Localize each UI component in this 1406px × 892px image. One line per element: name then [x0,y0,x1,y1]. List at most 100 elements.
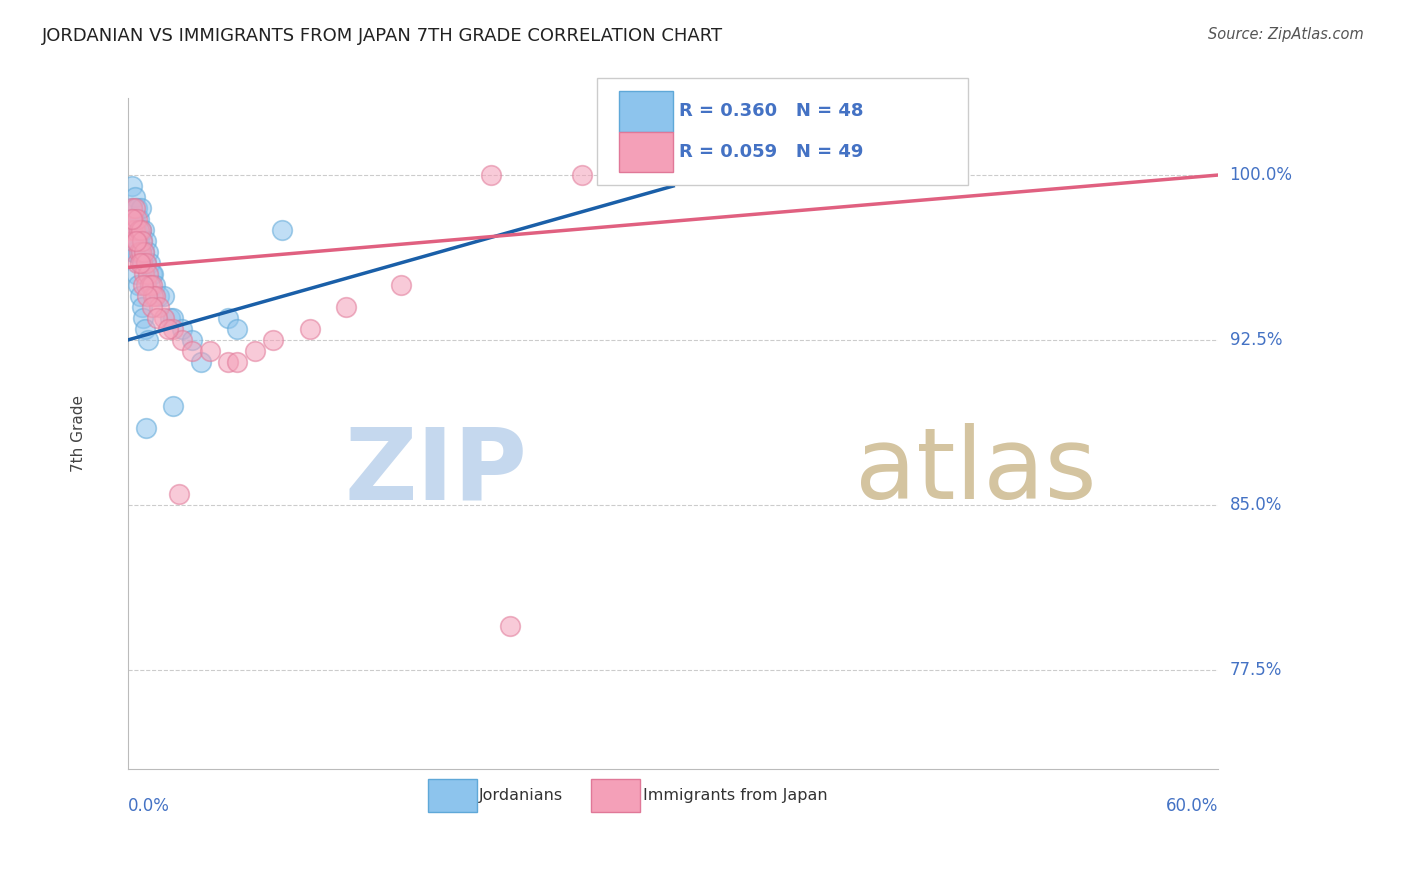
Point [120,212,142,227]
Point [138,256,160,270]
Point [128,289,150,303]
Point [167,487,190,501]
Point [262,333,284,347]
Point [135,234,157,248]
Point [135,277,157,292]
Point [136,289,159,303]
Point [481,168,503,182]
Point [143,277,166,292]
FancyBboxPatch shape [619,132,673,172]
Point [172,333,194,347]
Point [298,322,321,336]
Point [141,267,163,281]
Text: 92.5%: 92.5% [1230,331,1282,349]
Point [162,399,184,413]
Point [162,322,184,336]
Point [131,234,153,248]
Point [198,343,221,358]
Point [142,267,165,281]
Point [121,201,143,215]
Point [571,168,593,182]
Point [125,256,148,270]
Point [148,289,170,303]
Point [389,277,412,292]
Point [134,267,156,281]
Point [125,244,148,259]
Text: Source: ZipAtlas.com: Source: ZipAtlas.com [1208,27,1364,42]
Point [131,256,153,270]
Point [136,267,159,281]
Point [125,267,148,281]
Text: 77.5%: 77.5% [1230,661,1282,679]
Point [128,256,150,270]
Point [128,244,150,259]
Point [121,212,143,227]
Point [122,244,145,259]
Point [125,234,148,248]
Point [135,256,157,270]
Point [129,223,152,237]
Point [136,333,159,347]
Point [180,343,202,358]
Point [156,322,179,336]
Point [124,212,146,227]
Point [128,212,150,227]
Point [662,168,685,182]
Text: 100.0%: 100.0% [1230,166,1292,184]
FancyBboxPatch shape [427,779,477,813]
Point [129,223,152,237]
Point [129,244,152,259]
Point [121,223,143,237]
Point [122,234,145,248]
Text: Jordanians: Jordanians [479,789,564,803]
Point [134,322,156,336]
Point [121,179,143,194]
Point [122,223,145,237]
Text: ZIP: ZIP [344,424,527,520]
Point [134,244,156,259]
Point [226,355,249,369]
Point [118,223,141,237]
Point [138,277,160,292]
Text: 85.0%: 85.0% [1230,496,1282,514]
Point [217,310,239,325]
Point [148,300,170,314]
Point [128,234,150,248]
Text: Immigrants from Japan: Immigrants from Japan [643,789,827,803]
Point [136,244,159,259]
Point [172,322,194,336]
Point [226,322,249,336]
Point [162,310,184,325]
Text: 7th Grade: 7th Grade [72,395,86,472]
FancyBboxPatch shape [598,78,967,186]
Point [125,212,148,227]
Point [122,212,145,227]
Point [142,289,165,303]
Point [125,223,148,237]
Point [121,234,143,248]
Point [118,212,141,227]
Point [124,234,146,248]
FancyBboxPatch shape [592,779,641,813]
Point [180,333,202,347]
Point [124,190,146,204]
Point [159,310,181,325]
Point [124,223,146,237]
Point [335,300,357,314]
Point [125,234,148,248]
Point [498,619,520,633]
Point [135,421,157,435]
Point [271,223,294,237]
Text: R = 0.360   N = 48: R = 0.360 N = 48 [679,103,863,120]
Point [153,310,176,325]
Point [135,256,157,270]
Point [134,223,156,237]
Point [132,310,155,325]
Point [146,310,169,325]
Point [153,289,176,303]
Point [124,201,146,215]
Point [131,256,153,270]
Point [128,223,150,237]
Point [129,244,152,259]
Point [131,234,153,248]
